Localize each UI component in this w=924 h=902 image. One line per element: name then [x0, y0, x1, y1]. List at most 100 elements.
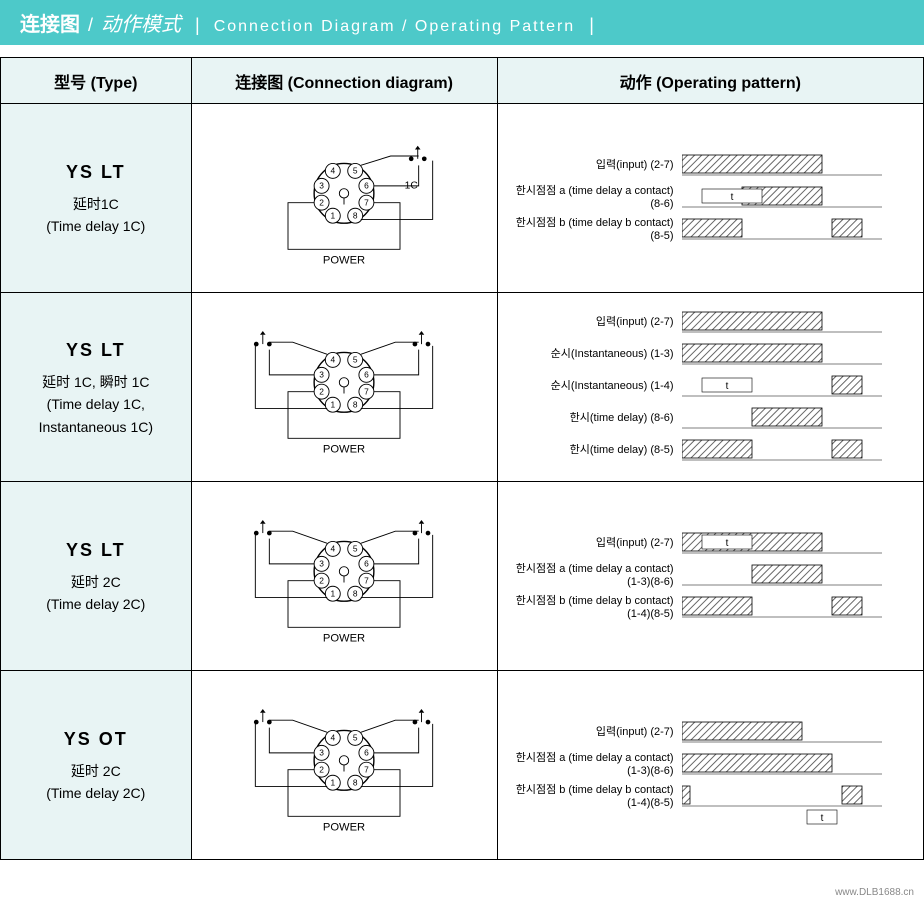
type-cell: YS OT 延时 2C (Time delay 2C)	[1, 671, 192, 860]
connection-diagram: 1 2 3 4 5 6 7 8 POWER	[204, 685, 484, 845]
timing-bar	[682, 310, 882, 334]
timing-bar	[682, 406, 882, 430]
timing-bar	[682, 563, 882, 587]
model-name: YS LT	[5, 158, 187, 187]
pattern-row: 입력(input) (2-7)	[502, 153, 919, 179]
svg-text:6: 6	[364, 181, 369, 191]
pattern-bar	[682, 406, 899, 432]
model-desc-zh: 延时 2C	[5, 760, 187, 782]
col-pattern: 动作 (Operating pattern)	[497, 58, 923, 104]
pattern-row: 한시(time delay) (8-5)	[502, 438, 919, 464]
pattern-bar: t	[682, 374, 899, 400]
model-desc-en: (Time delay 2C)	[5, 593, 187, 615]
pattern-bar: t	[682, 185, 899, 211]
pattern-bar	[682, 752, 899, 778]
main-table: 型号 (Type) 连接图 (Connection diagram) 动作 (O…	[0, 57, 924, 860]
pattern-bar	[682, 310, 899, 336]
svg-text:3: 3	[319, 748, 324, 758]
model-desc-en: (Time delay 2C)	[5, 782, 187, 804]
timing-bar: t	[682, 374, 882, 398]
pattern-row: 한시점점 b (time delay b contact)(1-4)(8-5)	[502, 595, 919, 621]
svg-text:t: t	[725, 381, 728, 392]
svg-text:4: 4	[331, 733, 336, 743]
pattern-label: 입력(input) (2-7)	[502, 726, 682, 739]
svg-text:6: 6	[364, 370, 369, 380]
svg-text:5: 5	[353, 355, 358, 365]
svg-text:2: 2	[319, 197, 324, 207]
timing-bar	[682, 595, 882, 619]
svg-text:2: 2	[319, 575, 324, 585]
pattern-label: 한시점점 b (time delay b contact)(1-4)(8-5)	[502, 595, 682, 621]
svg-text:5: 5	[353, 166, 358, 176]
header-slash: /	[88, 15, 93, 36]
svg-text:1: 1	[331, 778, 336, 788]
pattern-label: 한시점점 a (time delay a contact)(1-3)(8-6)	[502, 752, 682, 778]
timing-bar	[682, 438, 882, 462]
table-row: YS LT 延时 1C, 瞬时 1C (Time delay 1C,Instan…	[1, 293, 924, 482]
pattern-row: 한시점점 b (time delay b contact)(1-4)(8-5) …	[502, 784, 919, 810]
svg-text:POWER: POWER	[323, 821, 365, 833]
pattern-row: 순시(Instantaneous) (1-4) t	[502, 374, 919, 400]
svg-text:POWER: POWER	[323, 443, 365, 455]
pattern-bar	[682, 563, 899, 589]
svg-text:3: 3	[319, 370, 324, 380]
pattern-label: 순시(Instantaneous) (1-4)	[502, 380, 682, 393]
pattern-bar	[682, 438, 899, 464]
svg-text:2: 2	[319, 764, 324, 774]
diagram-cell: 1 2 3 4 5 6 7 8 POWER	[191, 293, 497, 482]
connection-diagram: 1 2 3 4 5 6 7 8 POWER	[204, 496, 484, 656]
pattern-bar	[682, 217, 899, 243]
diagram-cell: 1 2 3 4 5 6 7 8 POWER	[191, 671, 497, 860]
svg-text:POWER: POWER	[323, 254, 365, 266]
table-body: YS LT 延时1C (Time delay 1C) 1 2 3 4 5 6 7…	[1, 104, 924, 860]
col-diagram: 连接图 (Connection diagram)	[191, 58, 497, 104]
svg-text:1C: 1C	[405, 181, 419, 192]
svg-text:1: 1	[331, 211, 336, 221]
pattern-cell: 입력(input) (2-7) t 한시점점 a (time delay a c…	[497, 482, 923, 671]
pattern-row: 순시(Instantaneous) (1-3)	[502, 342, 919, 368]
pattern-label: 한시(time delay) (8-5)	[502, 444, 682, 457]
pattern-bar	[682, 153, 899, 179]
timing-bar	[682, 752, 882, 776]
svg-text:6: 6	[364, 559, 369, 569]
svg-text:3: 3	[319, 181, 324, 191]
model-desc-zh: 延时 1C, 瞬时 1C	[5, 371, 187, 393]
table-row: YS LT 延时 2C (Time delay 2C) 1 2 3 4 5 6 …	[1, 482, 924, 671]
connection-diagram: 1 2 3 4 5 6 7 8 POWER	[204, 307, 484, 467]
model-desc-en: (Time delay 1C,Instantaneous 1C)	[5, 393, 187, 438]
type-cell: YS LT 延时1C (Time delay 1C)	[1, 104, 192, 293]
timing-bar: t	[682, 185, 882, 209]
pattern-row: 한시(time delay) (8-6)	[502, 406, 919, 432]
timing-bar	[682, 153, 882, 177]
svg-text:1: 1	[331, 589, 336, 599]
svg-text:4: 4	[331, 544, 336, 554]
pattern-row: 입력(input) (2-7)	[502, 310, 919, 336]
pattern-cell: 입력(input) (2-7) 한시점점 a (time delay a con…	[497, 671, 923, 860]
svg-text:8: 8	[353, 211, 358, 221]
svg-text:2: 2	[319, 386, 324, 396]
svg-text:t: t	[725, 538, 728, 549]
table-row: YS OT 延时 2C (Time delay 2C) 1 2 3 4 5 6 …	[1, 671, 924, 860]
pattern-cell: 입력(input) (2-7) 순시(Instantaneous) (1-3) …	[497, 293, 923, 482]
svg-text:4: 4	[331, 355, 336, 365]
svg-text:t: t	[820, 813, 823, 824]
header-sep: |	[195, 15, 200, 36]
table-row: YS LT 延时1C (Time delay 1C) 1 2 3 4 5 6 7…	[1, 104, 924, 293]
svg-text:7: 7	[364, 197, 369, 207]
pattern-bar	[682, 595, 899, 621]
svg-text:4: 4	[331, 166, 336, 176]
svg-text:t: t	[730, 192, 733, 203]
model-desc-zh: 延时1C	[5, 193, 187, 215]
model-desc-zh: 延时 2C	[5, 571, 187, 593]
svg-text:8: 8	[353, 400, 358, 410]
type-cell: YS LT 延时 2C (Time delay 2C)	[1, 482, 192, 671]
pattern-row: 입력(input) (2-7)	[502, 720, 919, 746]
diagram-cell: 1 2 3 4 5 6 7 8 POWER	[191, 482, 497, 671]
svg-text:5: 5	[353, 544, 358, 554]
pattern-bar	[682, 720, 899, 746]
pattern-row: 한시점점 a (time delay a contact)(1-3)(8-6)	[502, 752, 919, 778]
pattern-cell: 입력(input) (2-7) 한시점점 a (time delay a con…	[497, 104, 923, 293]
svg-text:7: 7	[364, 764, 369, 774]
header-sep2: |	[589, 15, 594, 36]
pattern-label: 입력(input) (2-7)	[502, 537, 682, 550]
